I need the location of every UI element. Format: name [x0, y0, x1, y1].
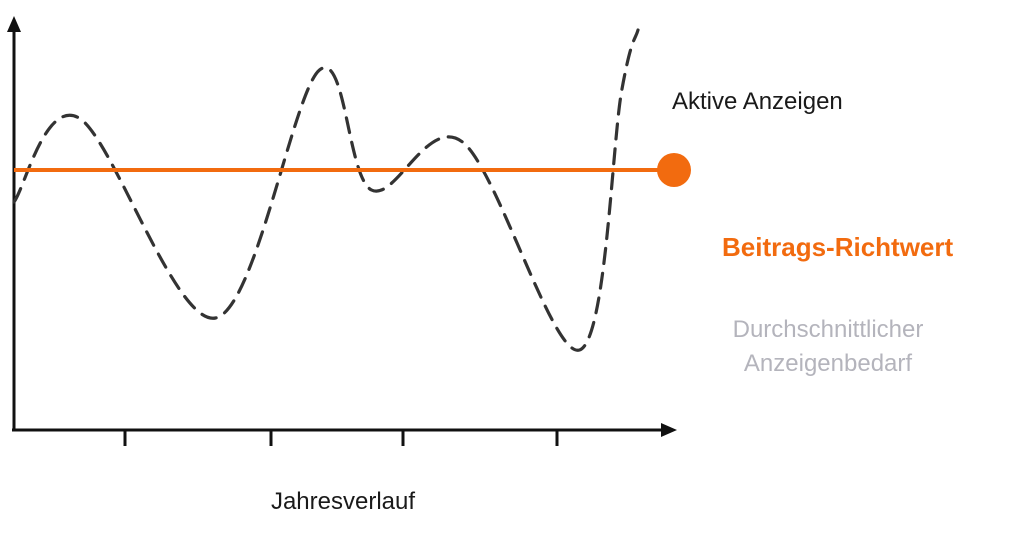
annotation-line-2: Anzeigenbedarf: [744, 350, 912, 377]
axes: [7, 16, 677, 446]
annotation-line-1: Durchschnittlicher: [733, 316, 924, 343]
x-ticks: [123, 430, 559, 446]
x-axis-label: Jahresverlauf: [271, 488, 415, 515]
reference-line-marker: [657, 153, 691, 187]
y-axis-arrow: [7, 16, 21, 32]
x-axis-arrow: [661, 423, 677, 437]
reference-line-label: Beitrags-Richtwert: [722, 232, 953, 262]
series-line-aktive-anzeigen: [12, 28, 640, 352]
series-label: Aktive Anzeigen: [672, 88, 843, 115]
